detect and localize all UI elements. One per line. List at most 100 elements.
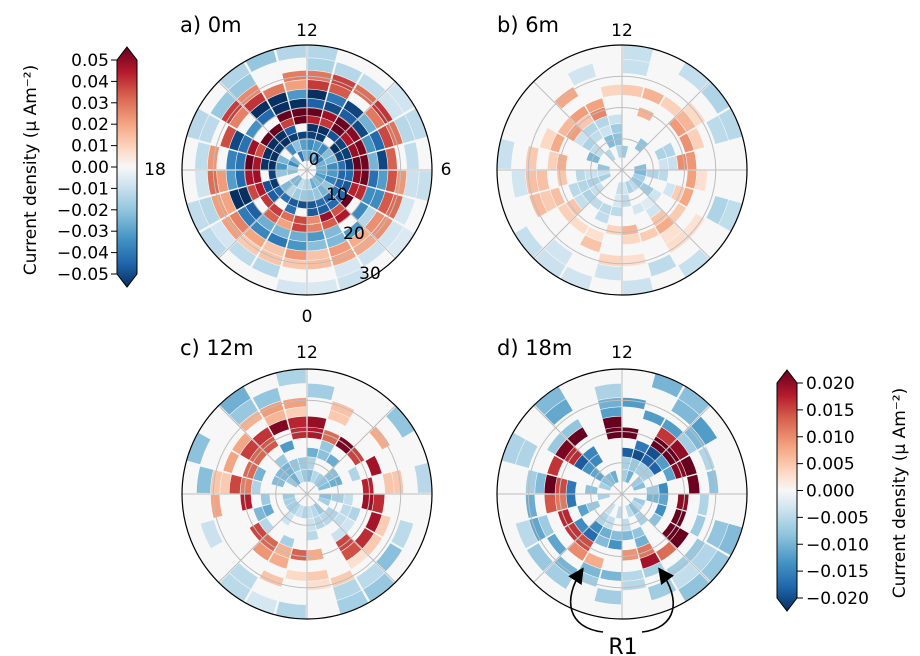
panel-a-cell	[263, 209, 280, 224]
panel-c-cell	[295, 470, 304, 484]
panel-c-cell	[317, 449, 330, 462]
panel-d-cell	[684, 426, 705, 450]
panel-c-cell	[259, 517, 274, 533]
panel-a-cell	[268, 160, 277, 170]
panel-a-cell	[293, 176, 303, 187]
panel-d-cell	[577, 504, 590, 517]
panel-d-cell	[632, 482, 646, 491]
panel-a-cell	[307, 179, 312, 190]
panel-a-cell	[195, 171, 211, 198]
colorbar-top-ticks: 0.050.040.030.020.010.00−0.01−0.02−0.03−…	[57, 51, 117, 285]
panel-a-cell	[337, 267, 369, 290]
panel-a-cell	[229, 189, 245, 210]
panel-a-cell	[243, 92, 266, 112]
panel-a-cell	[291, 222, 307, 232]
panel-a-cell	[317, 184, 329, 197]
panel-d-cell	[634, 440, 650, 454]
panel-d-cell	[583, 552, 604, 569]
panel-a-cell	[220, 125, 237, 149]
panel-d-cell	[658, 494, 669, 506]
panel-a-cell	[276, 110, 293, 123]
panel-a-cell	[394, 196, 415, 225]
panel-d-cell	[677, 433, 697, 455]
panel-b-cell	[685, 151, 697, 170]
panel-c-cell	[347, 466, 361, 482]
panel-b-cell	[622, 233, 641, 245]
panel-a-cell	[333, 257, 362, 278]
panel-a-grid-spoke	[218, 169, 308, 259]
panel-b-cell	[630, 176, 644, 188]
panel-a-cell	[238, 186, 253, 206]
panel-b-cell	[641, 196, 655, 210]
panel-b-cell	[634, 163, 647, 170]
panel-a-cell	[273, 143, 285, 155]
panel-a-cell	[333, 62, 362, 83]
panel-a-cell	[307, 115, 321, 125]
panel-c-cell	[307, 447, 319, 458]
panel-a-cell	[330, 203, 345, 217]
panel-c-cell	[347, 506, 361, 522]
panel-a-grid	[181, 44, 433, 296]
panel-c-cell	[282, 494, 295, 501]
panel-a-cell	[271, 101, 291, 116]
panel-a-cell	[229, 211, 249, 234]
panel-d-cell	[641, 454, 655, 468]
panel-c-grid-spoke	[306, 405, 396, 495]
panel-c-cell	[322, 429, 340, 446]
panel-a-cell	[315, 172, 326, 180]
panel-c-cell	[196, 466, 214, 494]
panel-c-cell	[268, 419, 289, 436]
panel-d-cell	[555, 439, 575, 460]
panel-a-cell	[313, 156, 324, 166]
panel-c-cell	[414, 463, 432, 493]
panel-a-cell	[307, 70, 332, 83]
panel-a-cell	[359, 154, 369, 170]
panel-a-cell	[319, 210, 334, 223]
panel-a-cell	[262, 180, 273, 193]
panel-a-cell	[307, 257, 332, 270]
panel-c-cell	[262, 504, 275, 517]
panel-a: a) 0m 12 6 18 0 0 10 20 30	[144, 13, 451, 327]
panel-b-cell	[608, 114, 622, 125]
panel-d-cell	[669, 528, 689, 549]
panel-d-cell	[544, 474, 557, 494]
panel-a-cell	[369, 189, 385, 210]
panel-b-mlt-top: 12	[611, 21, 633, 41]
panel-a-cell	[276, 162, 288, 170]
panel-a-cell	[280, 117, 295, 130]
panel-a-cell	[307, 89, 328, 101]
panel-a-cell	[254, 143, 267, 158]
cb2-tick-label: 0.010	[806, 428, 855, 448]
panel-a-cell	[308, 45, 338, 62]
panel-a-cell	[260, 132, 274, 147]
panel-c-cell	[245, 590, 278, 614]
panel-c-cell	[313, 472, 325, 486]
panel-a-cell	[394, 115, 415, 144]
cb1-tick-label: −0.01	[57, 179, 109, 199]
panel-b-cell	[694, 170, 708, 192]
panel-c-cell	[223, 451, 239, 474]
panel-a-cell	[289, 230, 307, 242]
panel-a-cell	[328, 83, 352, 100]
panel-b-cell	[566, 198, 582, 216]
panel-d-cell	[602, 416, 622, 429]
panel-a-cell	[254, 182, 267, 197]
panel-d-cell	[579, 562, 602, 578]
panel-d-cell	[561, 419, 583, 439]
panel-d-cell	[684, 538, 705, 562]
panel-d-cell	[718, 523, 742, 556]
panel-a-cell	[316, 170, 327, 175]
panel-d-cell	[687, 474, 700, 494]
panel-c-cell	[253, 506, 267, 522]
panel-a-cell	[361, 186, 376, 206]
panel-d-cell	[670, 509, 687, 527]
panel-d-grid	[496, 368, 748, 620]
panel-d-cell	[502, 432, 526, 465]
panel-d-cell	[625, 504, 634, 518]
panel-a-cell	[245, 154, 255, 170]
panel-b-cell	[567, 63, 596, 86]
panel-a-cell	[323, 101, 343, 116]
panel-a-cell	[280, 136, 292, 148]
panel-a-cell	[286, 239, 307, 251]
panel-a-cell	[346, 126, 361, 143]
